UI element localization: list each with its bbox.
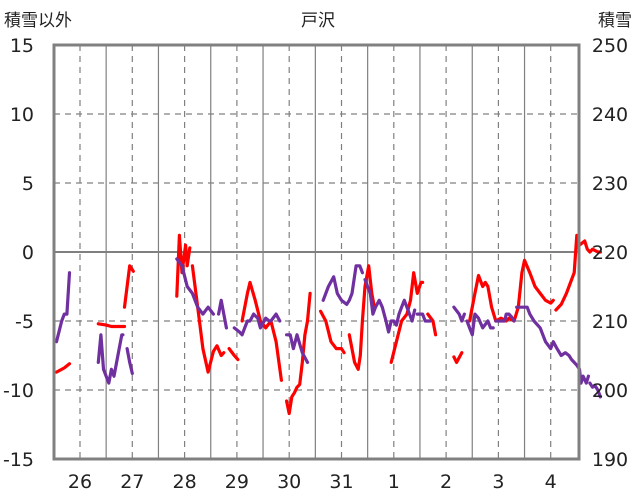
series-segment: [285, 291, 312, 416]
right-axis-label: 積雪: [598, 11, 632, 31]
series-segment: [588, 381, 603, 399]
series-segment: [465, 312, 495, 337]
plot-frame: [52, 43, 581, 461]
left-axis-label: 積雪以外: [4, 11, 72, 31]
y-right-tick-label: 240: [592, 104, 628, 126]
series-segment: [269, 312, 282, 323]
y-left-tick-label: 0: [22, 242, 34, 264]
series-segment: [54, 362, 72, 374]
series-segment: [125, 347, 134, 375]
series-segment: [217, 298, 228, 330]
y-right-tick-label: 230: [592, 173, 628, 195]
y-right-tick-label: 190: [592, 449, 628, 471]
series-segment: [96, 322, 127, 329]
series-lines: [54, 233, 603, 416]
series-segment: [363, 278, 417, 334]
series-segment: [285, 333, 310, 364]
y-left-tick-label: -15: [3, 449, 34, 471]
x-tick-label: 31: [329, 471, 353, 493]
y-right-tick-label: 210: [592, 311, 628, 333]
x-tick-label: 4: [545, 471, 557, 493]
series-segment: [96, 333, 125, 385]
series-segment: [468, 258, 555, 323]
y-left-tick-label: 5: [22, 173, 34, 195]
series-segment: [227, 347, 240, 362]
y-left-tick-label: 10: [10, 104, 34, 126]
series-segment: [175, 233, 192, 298]
x-tick-label: 26: [68, 471, 92, 493]
series-segment: [190, 264, 226, 374]
series-segment: [389, 271, 425, 364]
grid-lines: [54, 45, 579, 459]
series-segment: [426, 312, 438, 337]
x-tick-label: 2: [440, 471, 452, 493]
x-tick-label: 29: [225, 471, 249, 493]
series-segment: [240, 280, 283, 382]
y-left-tick-label: 15: [10, 35, 34, 57]
series-segment: [122, 264, 135, 309]
chart-title: 戸沢: [301, 11, 335, 31]
y-left-tick-label: -10: [3, 380, 34, 402]
series-segment: [175, 257, 215, 316]
x-tick-label: 27: [120, 471, 144, 493]
y-right-tick-label: 200: [592, 380, 628, 402]
x-tick-label: 1: [388, 471, 400, 493]
series-segment: [319, 309, 346, 355]
series-segment: [415, 312, 432, 323]
series-segment: [494, 312, 516, 323]
y-right-tick-label: 220: [592, 242, 628, 264]
series-segment: [232, 312, 271, 337]
series-segment: [452, 351, 464, 364]
x-tick-label: 28: [173, 471, 197, 493]
x-tick-label: 30: [277, 471, 301, 493]
series-segment: [347, 264, 376, 371]
y-left-tick-label: -5: [15, 311, 34, 333]
x-tick-label: 3: [492, 471, 504, 493]
series-segment: [452, 305, 466, 323]
y-right-tick-label: 250: [592, 35, 628, 57]
series-segment: [321, 264, 364, 306]
series-segment: [54, 271, 72, 344]
